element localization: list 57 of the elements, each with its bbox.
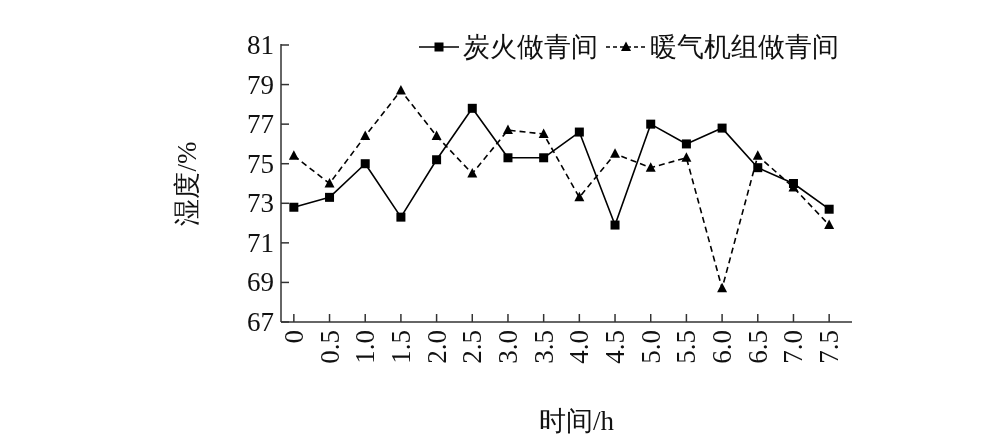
y-tick-label: 75 <box>247 148 274 179</box>
point <box>610 220 620 230</box>
point <box>432 155 442 165</box>
x-tick-label: 1.5 <box>385 330 416 364</box>
y-tick-label: 73 <box>247 188 274 219</box>
x-tick-label: 3.0 <box>492 330 523 364</box>
point <box>681 139 691 149</box>
point <box>824 219 835 230</box>
point <box>645 162 656 172</box>
x-tick-label: 5.0 <box>635 330 666 364</box>
legend-label: 暖气机组做青间 <box>650 32 839 62</box>
y-tick-label: 79 <box>247 69 274 100</box>
point <box>717 282 728 293</box>
point <box>646 119 656 129</box>
x-tick-label: 7.0 <box>778 330 809 364</box>
y-tick-label: 77 <box>247 109 274 140</box>
x-tick-label: 0 <box>278 330 309 344</box>
y-tick-label: 81 <box>247 30 274 60</box>
point <box>539 153 549 163</box>
x-tick-label: 2.0 <box>421 330 452 364</box>
y-tick-label: 69 <box>247 267 274 298</box>
point <box>289 202 299 212</box>
legend-label: 炭火做青间 <box>463 32 598 62</box>
point <box>538 128 549 139</box>
x-tick-label: 4.0 <box>564 330 595 364</box>
point <box>396 212 406 222</box>
point <box>824 204 834 214</box>
x-tick-label: 4.5 <box>600 330 631 364</box>
x-tick-label: 5.5 <box>671 330 702 364</box>
point <box>325 192 335 202</box>
point <box>431 130 442 141</box>
x-tick-label: 0.5 <box>314 330 345 364</box>
x-tick-label: 2.5 <box>457 330 488 364</box>
point <box>467 168 478 178</box>
x-tick-label: 6.0 <box>707 330 738 364</box>
point <box>324 178 335 188</box>
point <box>395 85 406 95</box>
point <box>288 150 299 160</box>
point <box>610 148 621 158</box>
point <box>752 150 763 160</box>
y-tick-label: 71 <box>247 227 274 258</box>
point <box>681 152 692 162</box>
x-tick-label: 1.0 <box>350 330 381 364</box>
point <box>717 123 727 133</box>
point <box>360 130 371 141</box>
point <box>503 153 513 163</box>
point <box>360 159 370 169</box>
y-axis-title: 湿度/% <box>172 141 202 226</box>
point <box>502 124 513 135</box>
y-tick-label: 67 <box>247 307 274 337</box>
point <box>467 103 477 113</box>
point <box>574 127 584 137</box>
point <box>574 191 585 202</box>
x-tick-label: 7.5 <box>814 330 845 364</box>
x-tick-label: 6.5 <box>742 330 773 364</box>
x-tick-label: 3.5 <box>528 330 559 364</box>
x-axis-title: 时间/h <box>538 406 615 436</box>
